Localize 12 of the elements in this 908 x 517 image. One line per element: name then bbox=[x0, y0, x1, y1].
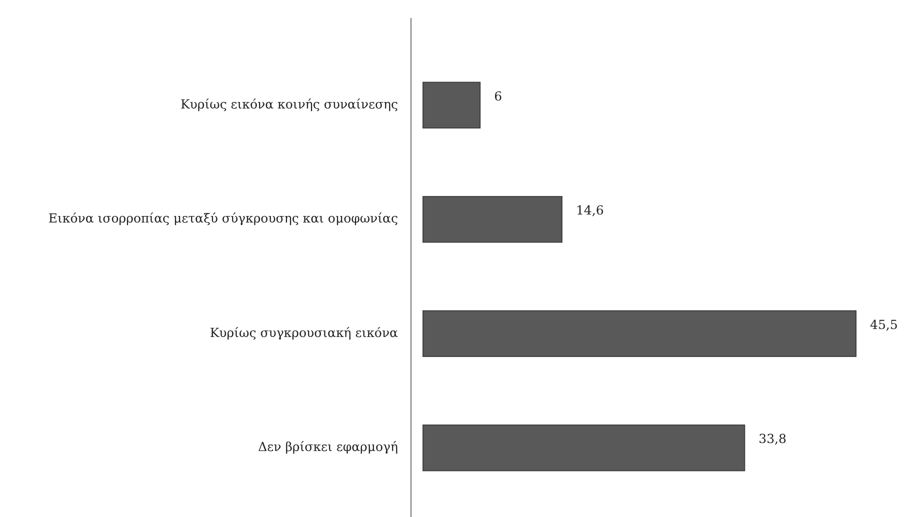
data-label: 6 bbox=[494, 88, 502, 104]
y-tick-label: Δεν βρίσκει εφαρμογή bbox=[258, 439, 398, 454]
data-label: 14,6 bbox=[576, 202, 604, 218]
bar bbox=[422, 196, 562, 243]
data-label: 33,8 bbox=[758, 431, 787, 446]
bar bbox=[422, 424, 746, 472]
y-tick-label: Κυρίως εικόνα κοινής συναίνεσης bbox=[180, 96, 398, 112]
bar bbox=[422, 310, 856, 357]
data-label: 45,5 bbox=[870, 316, 898, 332]
y-tick-label: Εικόνα ισορροπίας μεταξύ σύγκρουσης και ομοφωνίας bbox=[48, 210, 398, 226]
y-tick-label: Κυρίως συγκρουσιακή εικόνα bbox=[210, 324, 399, 340]
bar bbox=[422, 82, 481, 128]
